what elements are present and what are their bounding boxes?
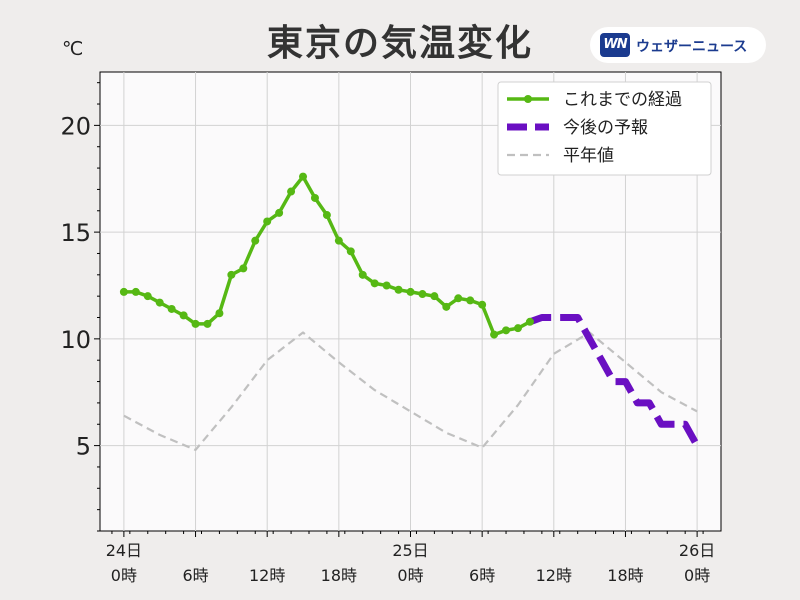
x-tick-date-label: 25日 [392, 541, 428, 560]
legend-label-observed: これまでの経過 [563, 90, 682, 110]
data-point-observed [454, 294, 463, 303]
series-line-forecast [528, 314, 701, 448]
data-point-observed [334, 236, 343, 245]
x-tick-date-label: 24日 [106, 541, 142, 560]
chart-title: 東京の気温変化 [266, 23, 533, 64]
data-point-observed [119, 287, 128, 296]
data-point-observed [167, 304, 176, 313]
data-point-observed [239, 264, 248, 273]
data-point-observed [131, 287, 140, 296]
data-point-observed [513, 324, 522, 333]
series-line-normal [123, 331, 698, 451]
data-point-observed [310, 193, 319, 202]
data-point-observed [370, 279, 379, 288]
x-tick-date-label: 26日 [679, 541, 715, 560]
y-axis-unit-label: ℃ [62, 38, 84, 60]
data-point-observed [263, 217, 272, 226]
y-tick-label: 20 [60, 112, 91, 140]
x-tick-hour-label: 0時 [684, 566, 710, 585]
data-point-observed [203, 319, 212, 328]
x-tick-hour-label: 6時 [182, 566, 208, 585]
data-point-observed [299, 172, 308, 181]
data-point-observed [287, 187, 296, 196]
x-tick-hour-label: 18時 [321, 566, 357, 585]
x-tick-hour-label: 0時 [111, 566, 137, 585]
data-point-observed [502, 326, 511, 335]
data-point-observed [418, 290, 427, 299]
data-point-observed [227, 270, 236, 279]
data-point-observed [215, 309, 224, 318]
data-point-observed [442, 302, 451, 311]
legend-label-forecast: 今後の予報 [563, 118, 648, 138]
x-tick-hour-label: 12時 [536, 566, 572, 585]
x-tick-hour-label: 6時 [469, 566, 495, 585]
data-point-observed [155, 298, 164, 307]
data-point-observed [251, 236, 260, 245]
data-point-observed [191, 319, 200, 328]
data-point-observed [406, 287, 415, 296]
legend-marker-observed [524, 95, 532, 103]
x-tick-hour-label: 18時 [607, 566, 643, 585]
weathernews-logo-mark: WN [600, 33, 630, 57]
data-point-observed [430, 292, 439, 301]
series-layer [119, 172, 701, 451]
data-point-observed [275, 208, 284, 217]
data-point-observed [466, 296, 475, 305]
legend-box [497, 81, 712, 176]
data-point-observed [478, 300, 487, 309]
data-point-observed [179, 311, 188, 320]
data-point-observed [525, 317, 534, 326]
data-point-observed [358, 270, 367, 279]
data-point-observed [143, 292, 152, 301]
data-point-observed [490, 330, 499, 339]
y-tick-label: 15 [60, 219, 91, 247]
data-point-observed [346, 247, 355, 256]
y-tick-label: 5 [76, 433, 91, 461]
x-tick-hour-label: 12時 [249, 566, 285, 585]
data-point-observed [382, 281, 391, 290]
weathernews-logo-text: ウェザーニュース [636, 39, 748, 55]
data-point-observed [322, 211, 331, 220]
legend-label-normal: 平年値 [563, 146, 614, 166]
data-point-observed [394, 285, 403, 294]
y-tick-label: 10 [60, 326, 91, 354]
axis-ticks: 5 10 15 20 24日 0時 6時 12時 18時 25日 0時 6時 12時 18時 26日 0時 [60, 82, 715, 585]
x-tick-hour-label: 0時 [397, 566, 423, 585]
weathernews-logo: WN ウェザーニュース [590, 27, 766, 63]
